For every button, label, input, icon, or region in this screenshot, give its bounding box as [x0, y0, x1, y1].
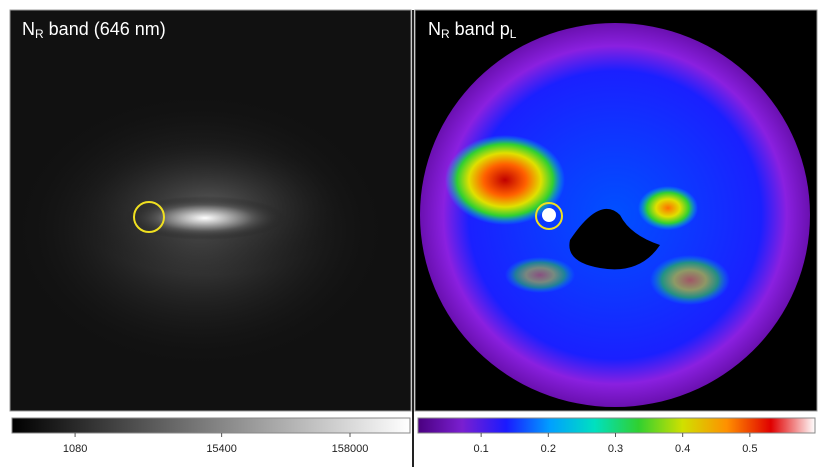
colorbar-tick-label: 158000 — [332, 443, 369, 455]
left-image — [10, 10, 411, 411]
colorbar-tick-label: 0.3 — [608, 443, 623, 455]
colorbar — [12, 418, 410, 433]
colorbar-tick-label: 0.2 — [541, 443, 556, 455]
colorbar-tick-label: 15400 — [206, 443, 237, 455]
title-segment: N — [22, 19, 35, 39]
right-image — [415, 10, 817, 411]
panel-title: NR band (646 nm) — [22, 19, 166, 41]
title-segment: L — [510, 27, 517, 41]
title-segment: band p — [450, 19, 510, 39]
title-segment: N — [428, 19, 441, 39]
colorbar — [418, 418, 815, 433]
colorbar-tick-label: 0.4 — [675, 443, 690, 455]
title-segment: R — [35, 27, 44, 41]
title-segment: band (646 nm) — [44, 19, 166, 39]
figure: NR band (646 nm)108015400158000NR band p… — [0, 0, 819, 467]
title-segment: R — [441, 27, 450, 41]
colorbar-tick-label: 0.1 — [473, 443, 488, 455]
colorbar-tick-label: 1080 — [63, 443, 87, 455]
colorbar-tick-label: 0.5 — [742, 443, 757, 455]
